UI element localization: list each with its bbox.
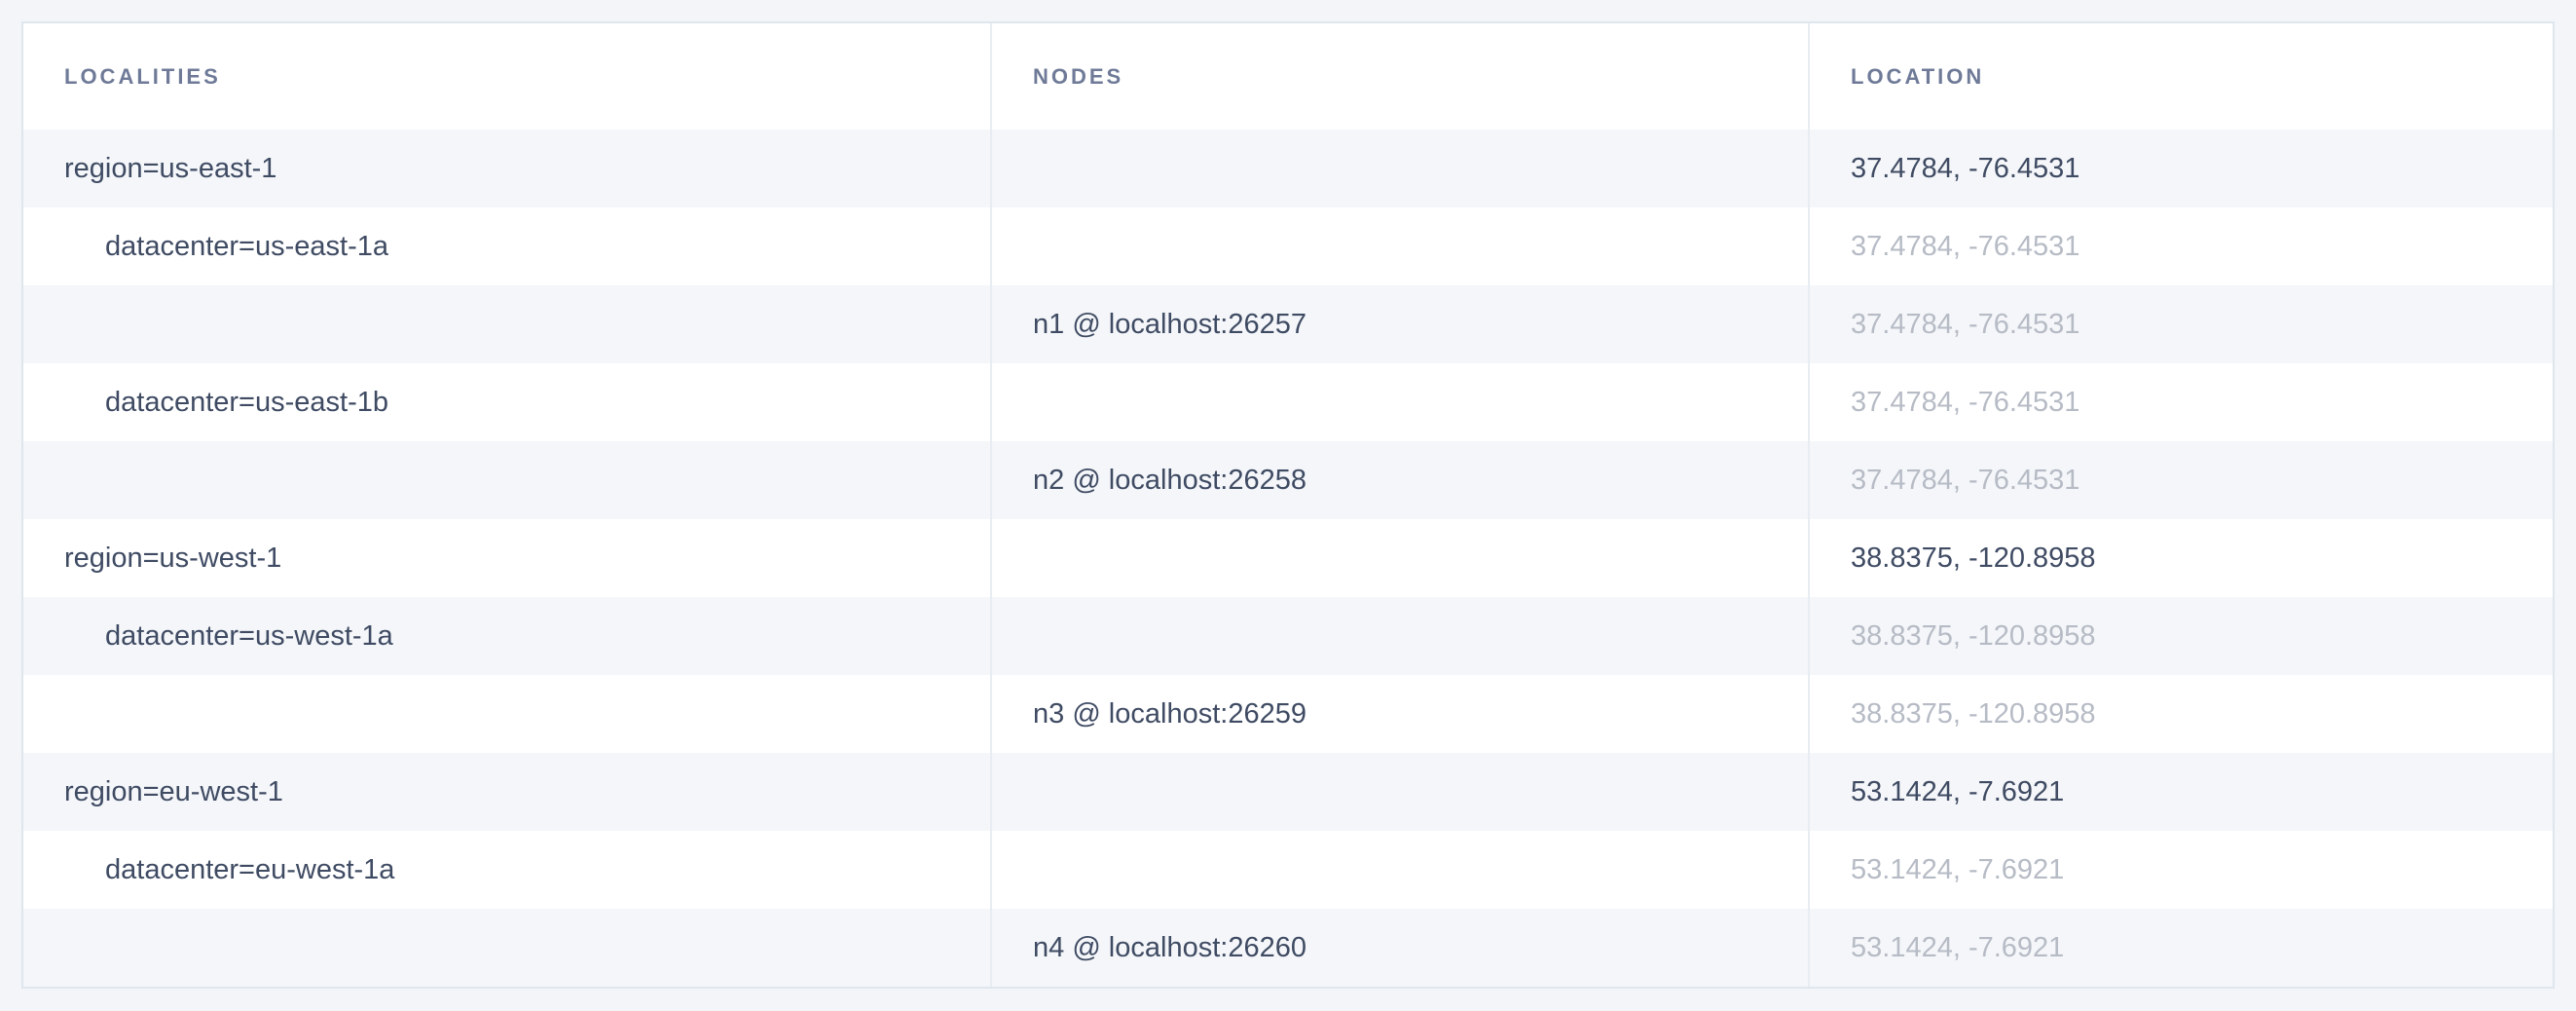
node-cell: n3 @ localhost:26259 [992, 675, 1810, 753]
table-row: region=us-east-1 37.4784, -76.4531 [23, 130, 2553, 207]
locality-cell: datacenter=us-east-1a [23, 207, 992, 285]
table-row: datacenter=us-east-1a 37.4784, -76.4531 [23, 207, 2553, 285]
location-cell: 37.4784, -76.4531 [1810, 441, 2553, 519]
location-cell: 37.4784, -76.4531 [1810, 363, 2553, 441]
localities-report: LOCALITIES NODES LOCATION region=us-east… [21, 21, 2555, 989]
table-row: datacenter=us-east-1b 37.4784, -76.4531 [23, 363, 2553, 441]
locality-cell: region=us-west-1 [23, 519, 992, 597]
location-cell: 53.1424, -7.6921 [1810, 753, 2553, 831]
column-header-nodes: NODES [992, 23, 1810, 130]
node-cell [992, 831, 1810, 909]
node-cell: n2 @ localhost:26258 [992, 441, 1810, 519]
locality-cell: region=eu-west-1 [23, 753, 992, 831]
location-cell: 53.1424, -7.6921 [1810, 909, 2553, 987]
node-cell [992, 207, 1810, 285]
node-cell: n4 @ localhost:26260 [992, 909, 1810, 987]
location-cell: 38.8375, -120.8958 [1810, 519, 2553, 597]
location-cell: 37.4784, -76.4531 [1810, 130, 2553, 207]
table-row: n2 @ localhost:26258 37.4784, -76.4531 [23, 441, 2553, 519]
location-cell: 38.8375, -120.8958 [1810, 675, 2553, 753]
locality-cell: datacenter=us-west-1a [23, 597, 992, 675]
location-cell: 53.1424, -7.6921 [1810, 831, 2553, 909]
locality-cell [23, 909, 992, 987]
node-cell [992, 519, 1810, 597]
location-cell: 38.8375, -120.8958 [1810, 597, 2553, 675]
table-row: n3 @ localhost:26259 38.8375, -120.8958 [23, 675, 2553, 753]
table-row: region=eu-west-1 53.1424, -7.6921 [23, 753, 2553, 831]
column-header-location: LOCATION [1810, 23, 2553, 130]
node-cell [992, 753, 1810, 831]
table-row: n4 @ localhost:26260 53.1424, -7.6921 [23, 909, 2553, 987]
table-header-row: LOCALITIES NODES LOCATION [23, 23, 2553, 130]
locality-cell [23, 441, 992, 519]
table-row: n1 @ localhost:26257 37.4784, -76.4531 [23, 285, 2553, 363]
node-cell [992, 130, 1810, 207]
table-row: datacenter=eu-west-1a 53.1424, -7.6921 [23, 831, 2553, 909]
locality-cell: region=us-east-1 [23, 130, 992, 207]
locality-cell: datacenter=eu-west-1a [23, 831, 992, 909]
node-cell [992, 363, 1810, 441]
locality-cell [23, 285, 992, 363]
node-cell [992, 597, 1810, 675]
node-cell: n1 @ localhost:26257 [992, 285, 1810, 363]
column-header-localities: LOCALITIES [23, 23, 992, 130]
location-cell: 37.4784, -76.4531 [1810, 285, 2553, 363]
locality-cell [23, 675, 992, 753]
table-row: datacenter=us-west-1a 38.8375, -120.8958 [23, 597, 2553, 675]
table-row: region=us-west-1 38.8375, -120.8958 [23, 519, 2553, 597]
localities-table: LOCALITIES NODES LOCATION region=us-east… [21, 21, 2555, 989]
locality-cell: datacenter=us-east-1b [23, 363, 992, 441]
location-cell: 37.4784, -76.4531 [1810, 207, 2553, 285]
